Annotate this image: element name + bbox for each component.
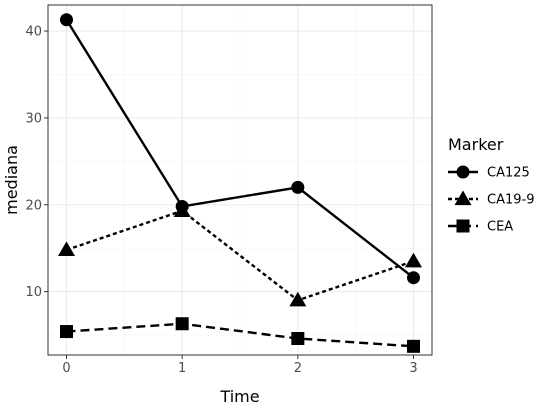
axis-tick-labels: 0 1 2 3 10 20 30 40 — [25, 25, 417, 376]
data-point-ca125 — [406, 271, 420, 285]
data-point-cea — [60, 325, 74, 339]
data-point-cea — [406, 339, 420, 353]
data-point-ca19-9 — [58, 241, 76, 257]
y-tick-label: 30 — [25, 111, 42, 126]
legend-key-marker — [456, 219, 470, 233]
series-line-ca125 — [65, 19, 415, 279]
legend-label: CA19-9 — [487, 193, 534, 208]
series-line-cea — [66, 322, 414, 348]
legend-key-marker — [456, 165, 470, 179]
y-tick-label: 20 — [25, 198, 42, 213]
legend: Marker CA125 CA19-9 CEA — [448, 135, 534, 235]
x-axis-title: Time — [219, 387, 259, 406]
axis-ticks — [44, 30, 414, 359]
data-point-ca19-9 — [173, 202, 191, 217]
legend-label: CEA — [487, 220, 513, 235]
series-line-ca19-9 — [66, 209, 414, 302]
minor-gridlines — [48, 5, 432, 355]
data-point-ca125 — [291, 180, 305, 194]
data-point-ca19-9 — [404, 252, 422, 268]
data-point-ca19-9 — [289, 291, 307, 307]
x-tick-label: 3 — [409, 361, 417, 376]
legend-title: Marker — [448, 135, 504, 154]
legend-key-marker — [454, 190, 472, 206]
y-tick-label: 10 — [25, 285, 42, 300]
panel-border — [47, 4, 433, 356]
data-point-ca125 — [60, 13, 74, 27]
y-axis-title: mediana — [2, 145, 21, 215]
data-point-cea — [291, 331, 305, 345]
x-tick-label: 1 — [178, 361, 186, 376]
data-point-cea — [175, 317, 189, 331]
legend-label: CA125 — [487, 166, 530, 181]
x-tick-label: 0 — [62, 361, 70, 376]
series-points — [58, 13, 422, 353]
y-tick-label: 40 — [25, 25, 42, 40]
x-tick-label: 2 — [294, 361, 302, 376]
series-lines — [65, 19, 415, 348]
